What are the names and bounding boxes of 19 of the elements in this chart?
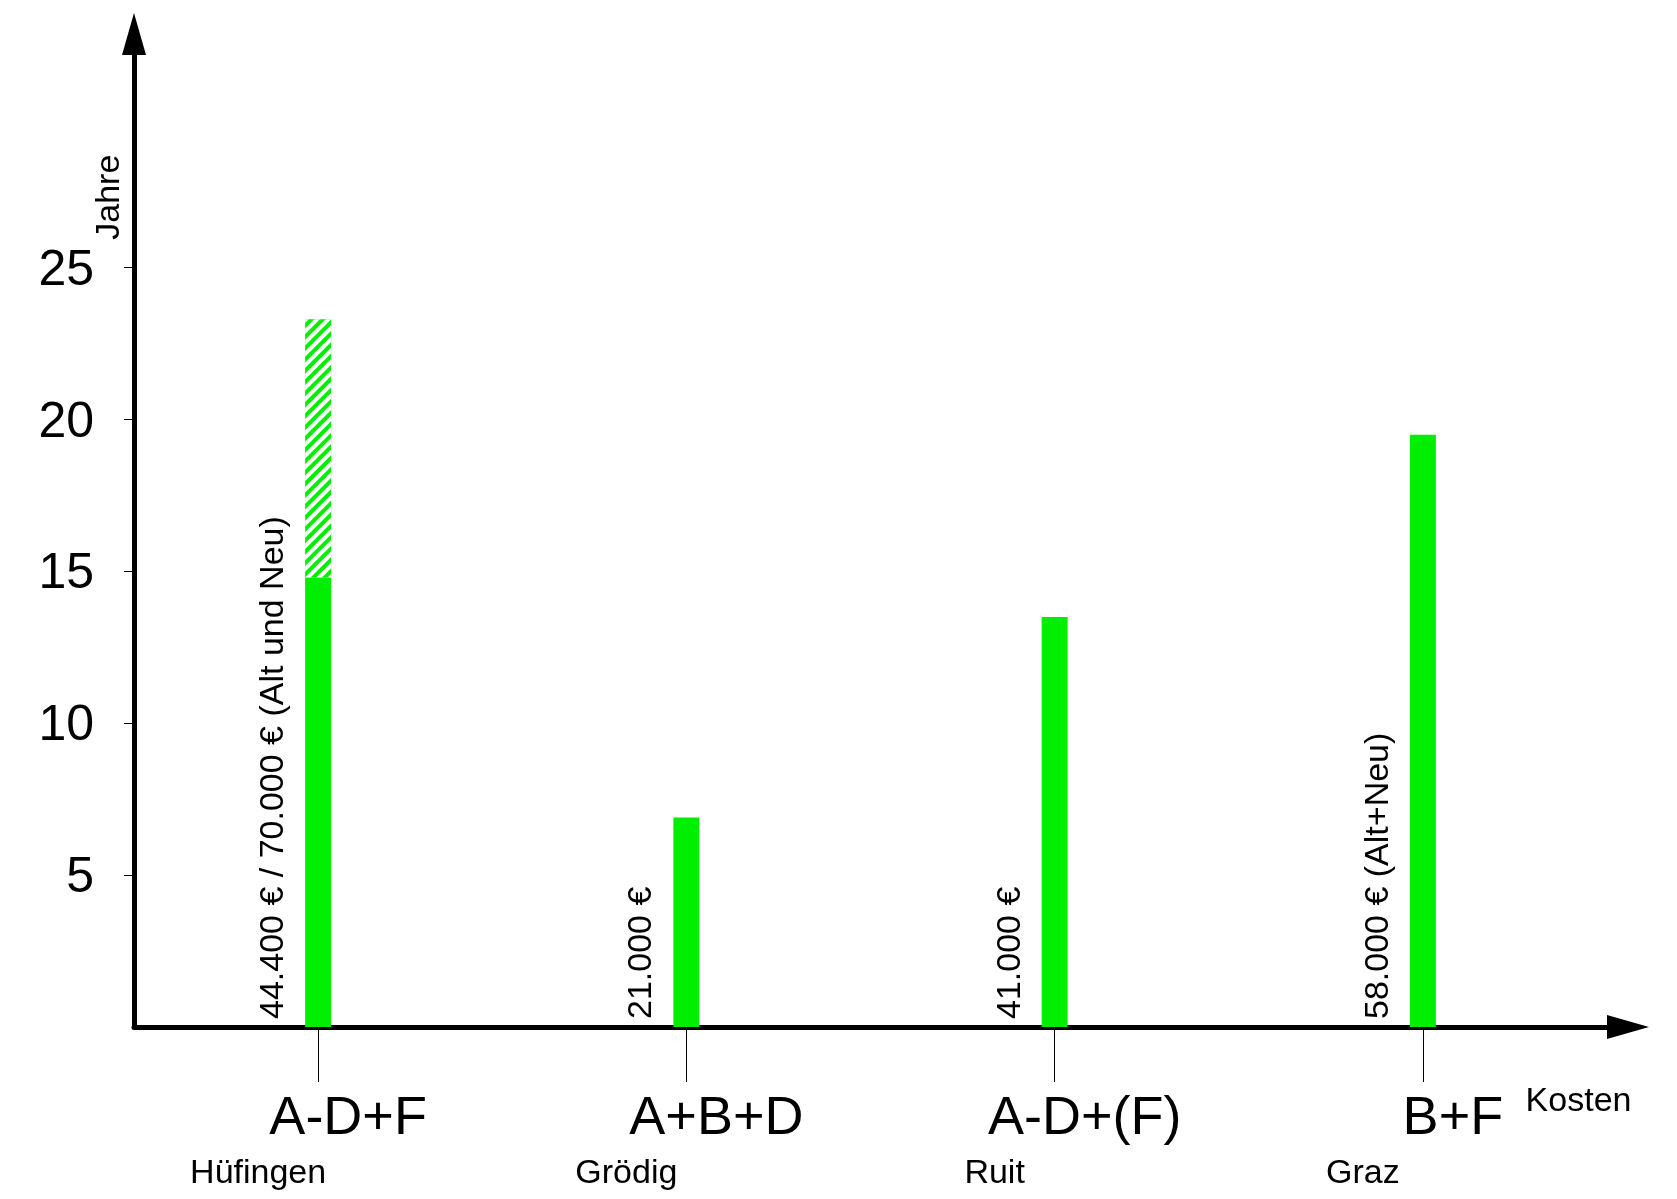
y-tick-label: 10 <box>38 695 94 752</box>
annotation: 58.000 € (Alt+Neu) <box>1356 732 1395 1019</box>
y-tick-label: 5 <box>66 847 94 904</box>
y-tick-label: 15 <box>38 543 94 600</box>
x-tick-label: A-D+(F) Ruit <box>964 1085 1182 1190</box>
bar <box>673 817 700 1027</box>
annotation: 44.400 € / 70.000 € (Alt und Neu) <box>252 516 291 1019</box>
x-tick-label: B+F Graz <box>1326 1085 1504 1190</box>
x-axis-title: Kosten <box>1525 1080 1632 1118</box>
annotation: 41.000 € <box>988 886 1027 1019</box>
y-tick-label: 25 <box>38 239 94 296</box>
bar <box>1409 434 1436 1027</box>
bar <box>305 577 332 1027</box>
y-axis-title: Jahre <box>88 154 126 240</box>
annotation: 21.000 € <box>620 886 659 1019</box>
y-tick-label: 20 <box>38 391 94 448</box>
x-tick-label: A+B+D Grödig <box>575 1085 804 1190</box>
bar <box>1041 616 1068 1027</box>
x-tick-label: A-D+F Hüfingen <box>190 1085 427 1190</box>
